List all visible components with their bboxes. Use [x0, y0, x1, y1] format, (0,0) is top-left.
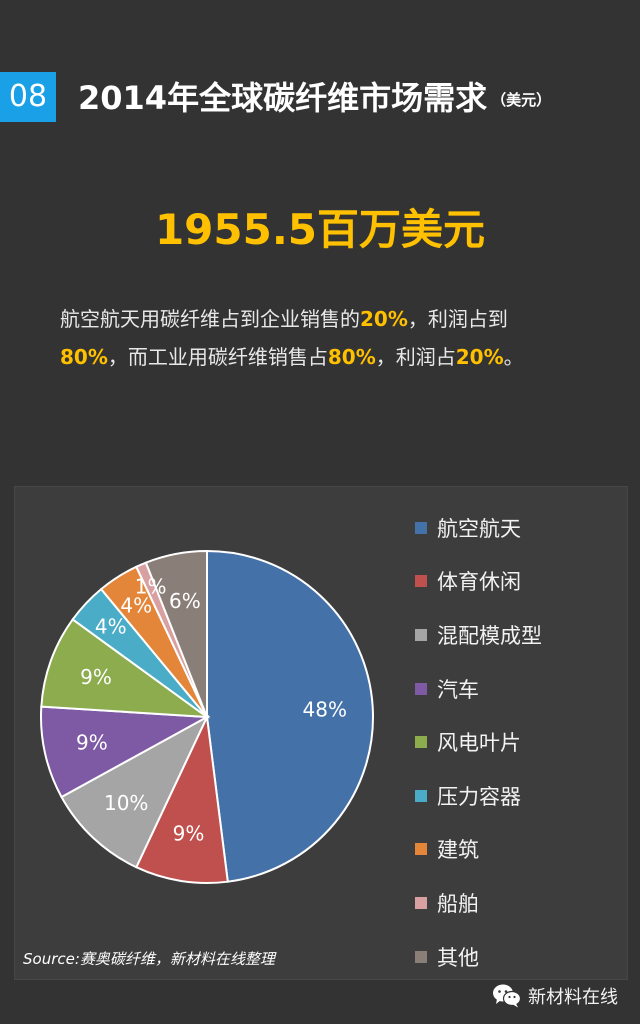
- pie-slice-1: [206, 549, 374, 883]
- legend-label-5: 风电叶片: [437, 731, 521, 756]
- legend-item-7: 建筑: [415, 823, 621, 877]
- legend-label-7: 建筑: [437, 838, 479, 863]
- legend-item-1: 航空航天: [415, 501, 621, 555]
- pie-chart: 48%9%10%9%9%4%4%1%6%: [40, 549, 374, 884]
- summary-line1-value: 20%: [360, 307, 408, 331]
- legend-swatch-5: [415, 736, 427, 749]
- summary-line2-mid2: ，利润占: [375, 345, 456, 369]
- summary-line2-value2: 80%: [327, 345, 376, 369]
- pie-slice-3: [60, 714, 210, 869]
- legend-item-3: 混配模成型: [415, 608, 621, 662]
- legend-label-4: 汽车: [437, 677, 479, 702]
- pie-slice-9: [144, 549, 208, 718]
- pie-label-5: 9%: [80, 665, 112, 689]
- summary-line2-end: 。: [503, 345, 524, 369]
- summary-line2-value3: 20%: [455, 345, 504, 369]
- legend-label-9: 其他: [437, 945, 479, 970]
- pie-label-8: 1%: [135, 575, 167, 599]
- title-text: 2014年全球碳纤维市场需求: [78, 79, 488, 117]
- pie-label-9: 6%: [169, 589, 201, 613]
- pie-slice-4: [40, 705, 211, 799]
- pie-label-1: 48%: [303, 698, 347, 722]
- pie-slice-2: [134, 713, 229, 884]
- legend-label-2: 体育休闲: [437, 570, 521, 595]
- legend-item-9: 其他: [415, 930, 621, 984]
- pie-label-6: 4%: [95, 615, 127, 639]
- legend-item-4: 汽车: [415, 662, 621, 716]
- pie-slice-5: [40, 618, 211, 719]
- page-title: 2014年全球碳纤维市场需求 （美元）: [78, 76, 551, 122]
- legend-label-3: 混配模成型: [437, 623, 542, 648]
- legend-swatch-6: [415, 789, 427, 802]
- legend-item-6: 压力容器: [415, 769, 621, 823]
- legend-swatch-4: [415, 682, 427, 695]
- pie-label-2: 9%: [173, 822, 205, 846]
- market-total: 1955.5百万美元: [154, 205, 486, 254]
- title-unit: （美元）: [491, 91, 552, 109]
- summary-line1-post: ，利润占到: [407, 307, 508, 331]
- legend-item-2: 体育休闲: [415, 555, 621, 609]
- summary-line1-pre: 航空航天用碳纤维占到企业销售的: [60, 307, 360, 331]
- pie-label-4: 9%: [76, 731, 108, 755]
- section-number: 08: [0, 72, 56, 122]
- chart-legend: 航空航天体育休闲混配模成型汽车风电叶片压力容器建筑船舶其他: [415, 501, 621, 983]
- chart-panel: 48% 9% 10% 9% 9% 4% 4% 1% 6% 航空航天 体育休闲 混配模成型 汽车 风电叶片…: [14, 486, 628, 980]
- legend-swatch-1: [415, 521, 427, 534]
- legend-label-8: 船舶: [437, 891, 479, 916]
- legend-label-1: 航空航天: [437, 516, 521, 541]
- legend-swatch-2: [415, 575, 427, 588]
- legend-swatch-8: [415, 896, 427, 909]
- pie-label-7: 4%: [120, 594, 152, 618]
- pie-label-3: 10%: [104, 791, 148, 815]
- legend-item-5: 风电叶片: [415, 715, 621, 769]
- summary-line2-value1: 80%: [60, 345, 108, 369]
- summary-text: 航空航天用碳纤维占到企业销售的20%，利润占到 80%，而工业用碳纤维销售占80…: [60, 300, 620, 376]
- brand: 新材料在线: [492, 980, 618, 1012]
- brand-name: 新材料在线: [528, 987, 618, 1008]
- legend-swatch-9: [415, 950, 427, 963]
- legend-label-6: 压力容器: [437, 784, 521, 809]
- source-note: Source:赛奥碳纤维，新材料在线整理: [23, 950, 275, 968]
- legend-swatch-3: [415, 628, 427, 641]
- wechat-icon: [493, 984, 522, 1008]
- legend-swatch-7: [415, 843, 427, 856]
- summary-line2-mid: ，而工业用碳纤维销售占: [107, 345, 328, 369]
- legend-item-8: 船舶: [415, 876, 621, 930]
